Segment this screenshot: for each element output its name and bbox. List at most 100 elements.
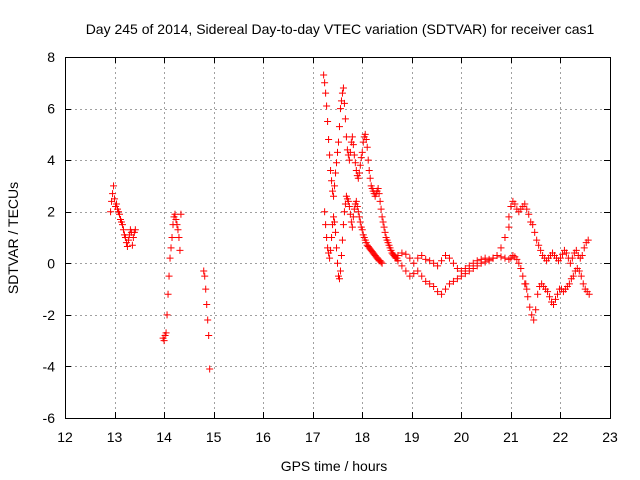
data-points [107,71,593,373]
series-segment-21h-dip [522,264,593,324]
data-point [568,254,576,262]
data-point [335,275,343,283]
data-point [110,182,118,190]
data-point [438,290,446,298]
data-point [575,267,583,275]
data-point [326,254,334,262]
data-point [414,254,422,262]
data-point [414,267,422,275]
y-tick-label: 4 [47,152,55,168]
data-point [522,280,530,288]
x-tick-label: 13 [107,429,123,445]
data-point [332,169,340,177]
data-point [515,259,523,267]
data-point [328,234,336,241]
data-point [406,272,414,280]
data-point [354,208,362,216]
data-point [332,228,340,236]
data-point [430,282,438,290]
data-point [348,133,356,141]
data-point [566,259,574,267]
data-point [378,259,386,267]
data-point [349,213,357,221]
data-point [337,252,345,260]
plot-frame [65,57,611,419]
data-point [165,272,173,280]
series-segment-17h-ridge [320,71,402,265]
data-point [410,270,418,278]
data-point [534,290,542,298]
data-point [355,169,363,177]
data-point [322,89,330,97]
data-point [323,102,331,110]
data-point [124,236,132,244]
series-segment-17h-low [321,192,386,283]
data-point [167,244,175,252]
data-point [339,221,347,229]
data-point [364,156,372,164]
data-point [550,301,558,309]
y-tick-label: -4 [43,358,56,374]
data-point [107,208,115,216]
data-point [336,105,344,113]
data-point [457,272,465,280]
data-point [351,159,359,167]
data-point [160,337,168,345]
y-tick-label: -6 [43,410,56,426]
data-point [171,210,179,218]
x-tick-label: 22 [553,429,569,445]
data-point [511,200,519,208]
data-point [579,280,587,288]
data-point [426,280,434,288]
data-point [410,259,418,267]
data-point [109,190,117,198]
data-point [381,228,389,236]
data-point [489,254,497,262]
x-tick-label: 14 [156,429,172,445]
data-point [572,246,580,254]
series-segment-18h-21h-lower [394,223,513,298]
data-point [552,295,559,303]
series-segment-21h-hump [505,197,592,267]
data-point [533,236,541,244]
data-point [344,197,352,205]
x-tick-label: 19 [404,429,420,445]
data-point [113,200,121,208]
data-point [528,311,536,319]
data-point [356,161,364,169]
data-point [535,241,543,249]
data-point [202,285,210,293]
y-tick-label: 0 [47,255,55,271]
data-point [328,177,336,185]
data-point [380,223,388,231]
data-point [519,272,527,280]
data-point [175,234,183,241]
data-point [449,259,457,267]
data-point [341,115,349,123]
data-point [131,226,139,234]
data-point [338,236,346,244]
data-point [118,221,126,229]
data-point [335,123,343,131]
data-point [358,148,366,156]
data-point [357,154,365,162]
data-point [349,141,357,149]
data-point [442,252,450,260]
x-tick-label: 21 [503,429,519,445]
data-point [434,262,442,270]
data-point [569,272,577,280]
data-point [493,252,501,260]
data-point [163,311,171,319]
data-point [352,197,360,205]
data-point [342,133,350,141]
data-point [177,210,185,218]
data-point [481,258,489,266]
data-point [350,151,358,159]
data-point [584,236,592,244]
data-point [331,182,339,190]
data-point [203,301,211,309]
data-point [556,254,564,262]
data-point [333,159,341,167]
data-point [465,267,473,275]
data-point [477,259,485,267]
